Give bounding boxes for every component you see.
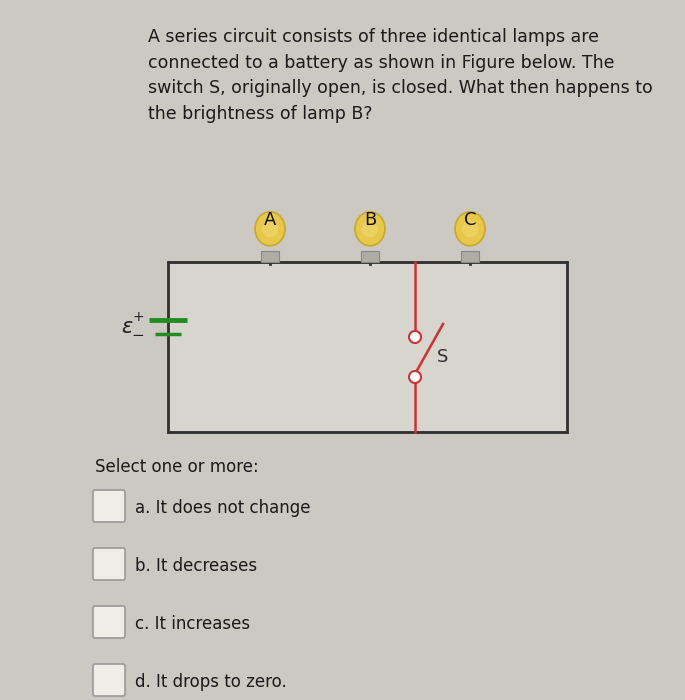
Bar xyxy=(168,262,567,432)
Text: S: S xyxy=(437,348,449,366)
FancyBboxPatch shape xyxy=(93,548,125,580)
Bar xyxy=(261,251,279,262)
Text: a. It does not change: a. It does not change xyxy=(135,499,310,517)
FancyBboxPatch shape xyxy=(93,606,125,638)
Text: d. It drops to zero.: d. It drops to zero. xyxy=(135,673,287,691)
Text: Select one or more:: Select one or more: xyxy=(95,458,259,476)
Text: +: + xyxy=(132,309,144,323)
Ellipse shape xyxy=(262,220,278,237)
Ellipse shape xyxy=(462,220,478,237)
Circle shape xyxy=(409,371,421,383)
Text: b. It decreases: b. It decreases xyxy=(135,557,257,575)
Ellipse shape xyxy=(455,212,485,246)
Text: B: B xyxy=(364,211,376,229)
Ellipse shape xyxy=(355,212,385,246)
Ellipse shape xyxy=(255,212,285,246)
Bar xyxy=(461,251,479,262)
Text: A: A xyxy=(264,211,276,229)
Circle shape xyxy=(409,331,421,343)
Text: ε: ε xyxy=(121,316,133,337)
Text: A series circuit consists of three identical lamps are
connected to a battery as: A series circuit consists of three ident… xyxy=(148,28,653,123)
FancyBboxPatch shape xyxy=(93,664,125,696)
FancyBboxPatch shape xyxy=(93,490,125,522)
Text: C: C xyxy=(464,211,476,229)
Text: c. It increases: c. It increases xyxy=(135,615,250,633)
Bar xyxy=(361,251,379,262)
Text: −: − xyxy=(132,328,144,343)
Ellipse shape xyxy=(362,220,378,237)
